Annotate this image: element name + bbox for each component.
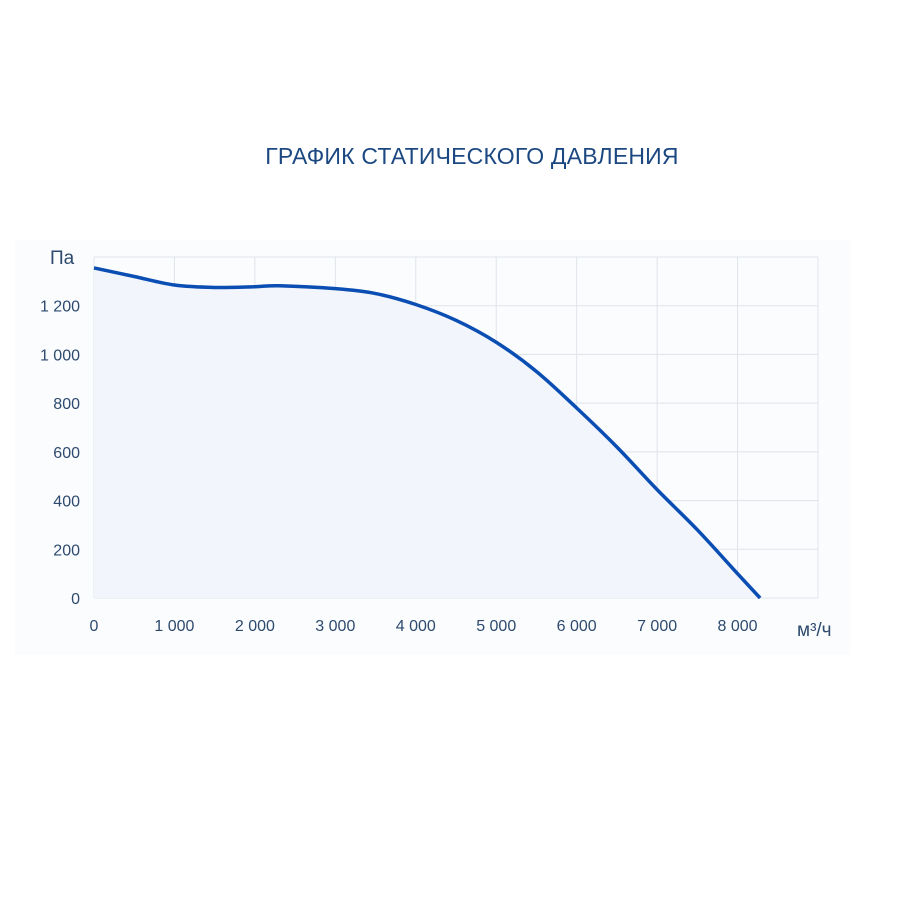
y-tick-label: 400 [53,494,80,511]
x-tick-label: 3 000 [315,618,355,635]
curve-area-fill [94,267,761,598]
y-tick-label: 1 000 [40,347,80,364]
x-tick-label: 6 000 [557,618,597,635]
y-axis-ticks: 0 200 400 600 800 1 000 1 200 [40,299,80,608]
x-tick-label: 1 000 [154,618,194,635]
x-tick-label: 4 000 [396,618,436,635]
x-tick-label: 8 000 [718,618,758,635]
y-tick-label: 600 [53,445,80,462]
x-tick-label: 2 000 [235,618,275,635]
x-axis-ticks: 0 1 000 2 000 3 000 4 000 5 000 6 000 7 000 8 00… [90,618,758,635]
x-axis-label: м³/ч [797,620,832,641]
y-axis-label: Па [50,248,75,269]
x-tick-label: 5 000 [476,618,516,635]
y-tick-label: 0 [71,591,80,608]
pressure-curve [93,266,762,600]
y-tick-label: 800 [53,396,80,413]
y-tick-label: 200 [53,542,80,559]
chart-title: ГРАФИК СТАТИЧЕСКОГО ДАВЛЕНИЯ [265,143,679,169]
x-tick-label: 0 [90,618,99,635]
y-tick-label: 1 200 [40,299,80,316]
x-tick-label: 7 000 [637,618,677,635]
